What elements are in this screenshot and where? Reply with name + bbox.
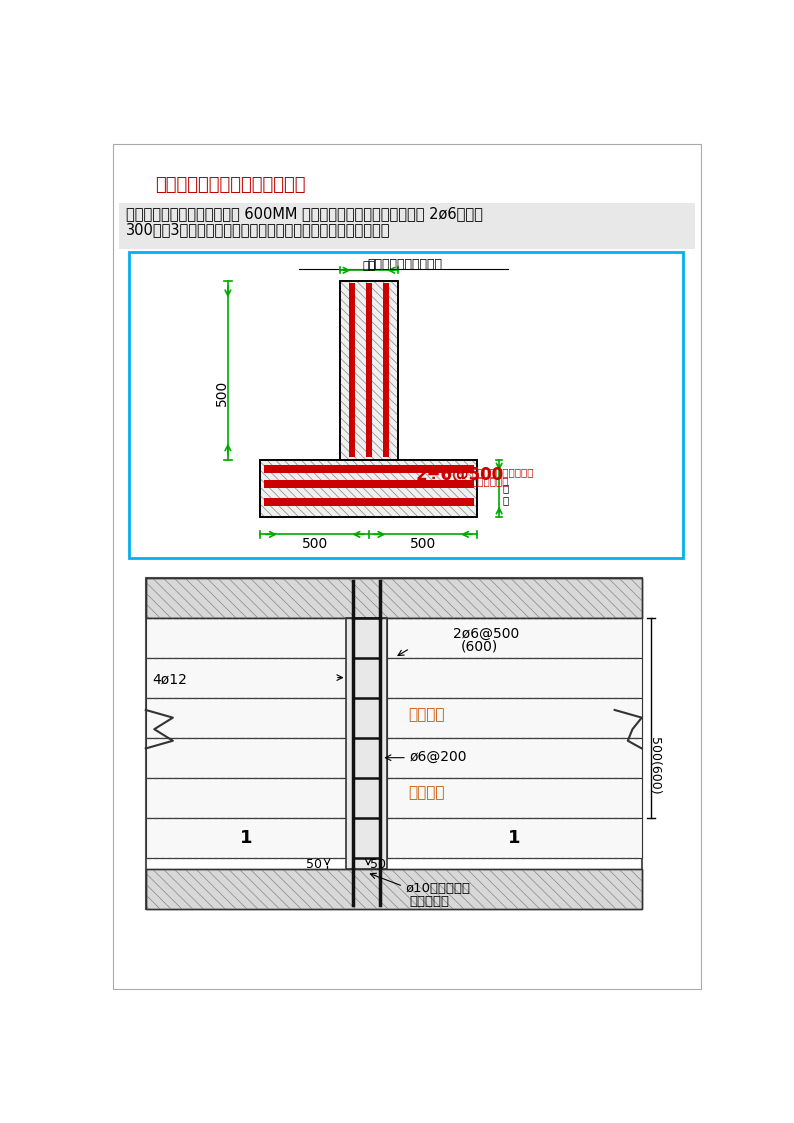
Text: 500(600): 500(600)	[648, 737, 661, 795]
Text: 或化学浆锚: 或化学浆锚	[409, 895, 449, 907]
Bar	[349, 283, 355, 457]
Text: (600): (600)	[461, 639, 498, 654]
Bar	[260, 459, 477, 518]
Text: ø6@200: ø6@200	[410, 750, 468, 764]
Text: 2÷6@500: 2÷6@500	[415, 466, 503, 484]
Text: 板
厚: 板 厚	[503, 484, 508, 505]
Text: 与拉结筋搭接: 与拉结筋搭接	[472, 476, 509, 486]
Bar	[146, 738, 346, 778]
Bar	[146, 577, 642, 618]
Bar	[118, 202, 696, 248]
Bar	[146, 618, 346, 658]
Bar	[146, 658, 346, 697]
Text: 4ø12: 4ø12	[152, 673, 187, 686]
Bar	[146, 577, 642, 909]
Text: 1: 1	[507, 829, 520, 847]
Bar	[340, 281, 399, 459]
Text: 通长设置: 通长设置	[408, 706, 445, 722]
Bar	[264, 499, 473, 505]
Bar	[118, 173, 696, 201]
Text: 50: 50	[370, 858, 386, 870]
Text: 500: 500	[214, 380, 229, 405]
Bar	[383, 283, 389, 457]
Text: ø10金属膨胀头: ø10金属膨胀头	[406, 883, 470, 895]
Bar	[340, 281, 399, 459]
Text: 300时为3根）拉结钢筋与剪力墙或采用植筋工艺拉结，见下图：: 300时为3根）拉结钢筋与剪力墙或采用植筋工艺拉结，见下图：	[126, 221, 391, 237]
Text: 植筋沿砌块墙通长设置: 植筋沿砌块墙通长设置	[472, 467, 534, 477]
Bar	[387, 618, 642, 658]
Bar	[146, 577, 642, 618]
Bar	[129, 252, 683, 558]
Text: 柱与填充墙拉接示意图: 柱与填充墙拉接示意图	[368, 258, 443, 271]
Bar	[387, 697, 642, 738]
Bar	[146, 868, 642, 909]
Text: 2ø6@500: 2ø6@500	[453, 627, 519, 641]
Bar	[264, 481, 473, 489]
Bar	[146, 778, 346, 818]
Text: 500: 500	[302, 538, 328, 551]
Text: 混凝土加气块填充墙沿高度每 600MM 左右（砌块水平灰缝处）设通长 2ø6（墙厚: 混凝土加气块填充墙沿高度每 600MM 左右（砌块水平灰缝处）设通长 2ø6（墙…	[126, 207, 484, 221]
Bar	[387, 658, 642, 697]
Bar	[260, 459, 477, 518]
Bar	[146, 818, 346, 858]
Bar	[387, 818, 642, 858]
Bar	[387, 738, 642, 778]
Bar	[366, 283, 372, 457]
Text: 50: 50	[306, 858, 322, 870]
Bar	[264, 465, 473, 473]
Text: 混凝土加气块填充墙拉结筋设置: 混凝土加气块填充墙拉结筋设置	[155, 175, 306, 193]
Bar	[387, 778, 642, 818]
Bar	[346, 618, 387, 868]
Bar	[146, 868, 642, 909]
Text: 500: 500	[410, 538, 437, 551]
Text: 墙厚: 墙厚	[362, 261, 376, 271]
Text: 通长设置: 通长设置	[408, 785, 445, 801]
Text: 1: 1	[240, 829, 252, 847]
Bar	[146, 697, 346, 738]
